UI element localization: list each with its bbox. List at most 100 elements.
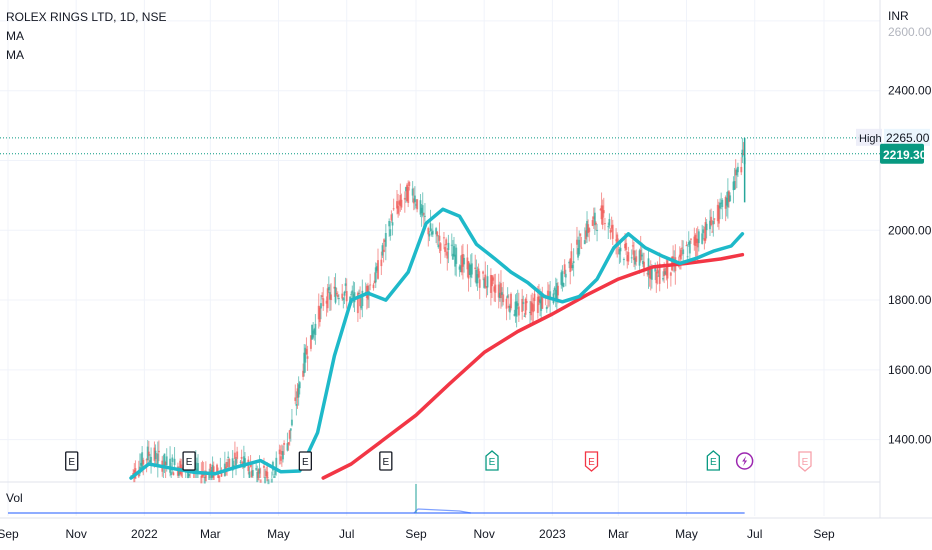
candle-body: [164, 462, 167, 466]
candle-body: [693, 236, 696, 246]
symbol-title[interactable]: ROLEX RINGS LTD, 1D, NSE: [6, 10, 167, 24]
candle-body: [664, 271, 667, 275]
candle-body: [302, 370, 305, 377]
earnings-event-marker[interactable]: E: [65, 451, 79, 471]
candle-body: [468, 264, 471, 275]
candle-body: [399, 195, 402, 206]
candle-body: [156, 453, 159, 464]
candle-body: [591, 220, 594, 226]
candle-body: [499, 283, 502, 299]
candle-body: [146, 446, 149, 461]
candle-body: [197, 463, 200, 473]
candle-body: [662, 278, 665, 280]
earnings-letter: E: [489, 457, 496, 468]
candle-body: [624, 243, 627, 249]
x-tick-label: Mar: [200, 527, 221, 541]
earnings-event-marker[interactable]: E: [798, 451, 812, 472]
candle-body: [265, 470, 268, 477]
candle-body: [741, 149, 744, 158]
candle-body: [297, 384, 300, 398]
candle-body: [163, 453, 166, 469]
candle-body: [564, 273, 567, 278]
candle-body: [273, 476, 276, 478]
candle-body: [578, 239, 581, 255]
candle-body: [137, 473, 140, 477]
x-tick-label: Sep: [405, 527, 427, 541]
candle-body: [494, 284, 497, 293]
candle-body: [311, 324, 314, 340]
candle-body: [352, 293, 355, 298]
candle-body: [485, 286, 488, 289]
earnings-event-marker[interactable]: E: [706, 450, 720, 471]
candle-body: [312, 330, 315, 338]
high-tag-label: High: [859, 133, 882, 145]
candle-body: [445, 239, 448, 246]
candle-body: [256, 472, 259, 483]
candle-body: [497, 284, 500, 298]
candle-body: [279, 456, 282, 461]
candle-body: [389, 229, 392, 236]
candle-body: [508, 305, 511, 313]
candle-body: [525, 300, 528, 304]
candle-body: [498, 292, 501, 299]
earnings-event-marker[interactable]: E: [182, 451, 196, 471]
candle-body: [603, 223, 606, 225]
candle-body: [650, 265, 653, 280]
candle-body: [359, 295, 362, 307]
candle-body: [289, 428, 292, 431]
volume-label: Vol: [6, 491, 23, 505]
candle-body: [513, 314, 516, 316]
candle-body: [742, 153, 745, 155]
candle-body: [521, 298, 524, 312]
ma-slow-label[interactable]: MA: [6, 48, 24, 62]
earnings-event-marker[interactable]: E: [584, 451, 599, 472]
candle-body: [298, 382, 301, 389]
candle-body: [173, 458, 176, 465]
candle-body: [571, 265, 574, 269]
earnings-event-marker[interactable]: [735, 452, 754, 470]
candle-body: [546, 290, 549, 298]
candle-body: [375, 266, 378, 271]
candle-body: [516, 303, 519, 306]
candle-body: [640, 254, 643, 257]
candle-body: [337, 298, 340, 300]
candle-body: [147, 451, 150, 456]
candle-body: [428, 233, 431, 237]
candle-body: [296, 388, 299, 398]
ma-fast-label[interactable]: MA: [6, 29, 24, 43]
earnings-event-marker[interactable]: E: [298, 451, 312, 471]
earnings-letter: E: [588, 457, 595, 468]
candle-body: [304, 347, 307, 363]
candle-body: [533, 293, 536, 302]
candle-body: [314, 323, 317, 336]
candle-body: [170, 472, 173, 476]
candle-body: [188, 473, 191, 477]
candle-body: [510, 293, 513, 309]
candle-body: [705, 223, 708, 231]
candle-body: [635, 256, 638, 262]
candle-body: [275, 457, 278, 469]
candle-body: [381, 245, 384, 256]
high-value-bg: [884, 128, 930, 146]
candle-body: [704, 222, 707, 241]
candle-body: [218, 475, 221, 483]
candle-body: [421, 205, 424, 216]
candle-body: [283, 443, 286, 445]
earnings-event-marker[interactable]: E: [485, 450, 499, 471]
earnings-event-marker[interactable]: E: [379, 451, 393, 471]
candle-body: [717, 205, 720, 224]
candle-body: [453, 246, 456, 256]
candle-body: [608, 219, 611, 226]
candle-body: [583, 240, 586, 245]
candle-body: [250, 470, 253, 478]
candle-body: [697, 231, 700, 244]
candle-body: [231, 458, 234, 471]
candle-body: [695, 238, 698, 244]
x-tick-label: Nov: [66, 527, 87, 541]
candle-body: [663, 268, 666, 277]
earnings-letter: E: [302, 457, 309, 468]
candle-body: [556, 285, 559, 296]
candle-body: [391, 222, 394, 226]
candle-body: [235, 458, 238, 466]
